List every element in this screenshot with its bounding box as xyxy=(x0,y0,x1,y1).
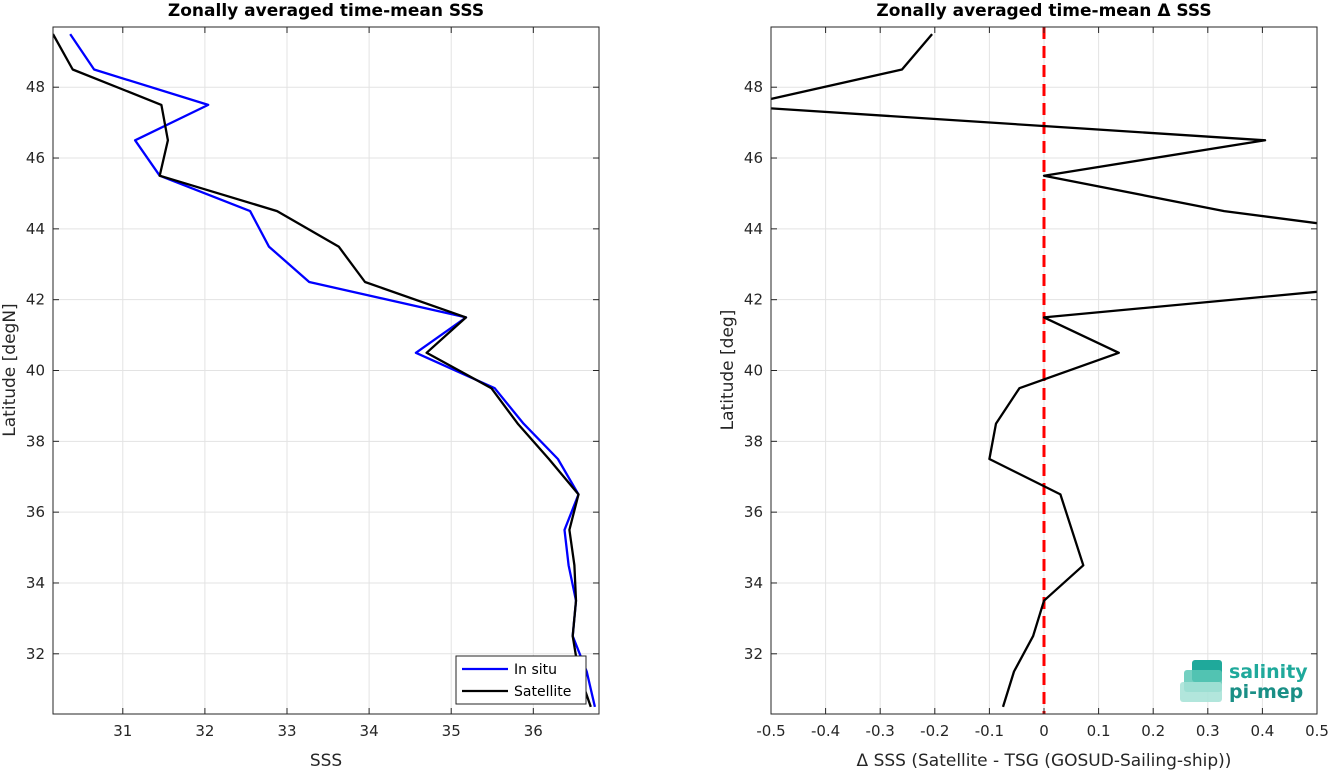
logo-mark-bottom xyxy=(1180,682,1222,702)
p1-x-tick-label: 0.2 xyxy=(1141,722,1165,740)
p1-y-tick-label: 32 xyxy=(744,645,763,663)
p0-x-tick-label: 33 xyxy=(277,722,296,740)
p0-y-tick-label: 42 xyxy=(26,291,45,309)
p0-y-tick-label: 44 xyxy=(26,220,45,238)
legend: In situ Satellite xyxy=(455,655,587,705)
p1-y-tick-label: 40 xyxy=(744,362,763,380)
p1-x-tick-label: 0.3 xyxy=(1196,722,1220,740)
p0-y-tick-label: 36 xyxy=(26,503,45,521)
legend-box xyxy=(455,655,587,705)
p1-y-tick-label: 46 xyxy=(744,149,763,167)
p1-x-tick-label: 0.1 xyxy=(1087,722,1111,740)
p0-x-tick-label: 35 xyxy=(442,722,461,740)
p1-x-tick-label: 0.5 xyxy=(1305,722,1329,740)
right-y-axis-label: Latitude [deg] xyxy=(718,310,738,431)
p1-y-tick-label: 36 xyxy=(744,503,763,521)
p1-x-tick-label: -0.4 xyxy=(811,722,840,740)
p0-y-tick-label: 48 xyxy=(26,78,45,96)
p1-x-tick-label: -0.2 xyxy=(920,722,949,740)
p0-y-tick-label: 40 xyxy=(26,362,45,380)
p0-x-tick-label: 32 xyxy=(195,722,214,740)
p0-y-tick-label: 46 xyxy=(26,149,45,167)
p1-y-tick-label: 34 xyxy=(744,574,763,592)
legend-label-satellite: Satellite xyxy=(514,684,571,700)
left-chart-title: Zonally averaged time-mean SSS xyxy=(168,1,484,21)
p1-y-tick-label: 48 xyxy=(744,78,763,96)
p0-x-tick-label: 34 xyxy=(360,722,379,740)
logo-text-salinity: salinity xyxy=(1229,661,1308,683)
p0-series-line-satellite xyxy=(53,33,592,708)
p0-y-tick-label: 38 xyxy=(26,432,45,450)
salinity-pimep-logo: salinity pi-mep xyxy=(1180,660,1308,703)
left-plot-area: 31 32 33 34 35 36 32 34 36 38 40 42 44 46 48 xyxy=(26,26,600,740)
p1-y-tick-label: 44 xyxy=(744,220,763,238)
p1-x-tick-label: -0.5 xyxy=(756,722,785,740)
p0-x-tick-label: 31 xyxy=(113,722,132,740)
logo-text-pimep: pi-mep xyxy=(1229,681,1303,703)
legend-label-in-situ: In situ xyxy=(514,662,557,678)
p1-x-tick-label: -0.1 xyxy=(975,722,1004,740)
p1-x-tick-label: 0.4 xyxy=(1250,722,1274,740)
p1-y-tick-label: 38 xyxy=(744,432,763,450)
p1-series-line-0 xyxy=(771,33,1317,708)
p0-y-tick-label: 34 xyxy=(26,574,45,592)
left-panel: Zonally averaged time-mean SSS SSS Latit… xyxy=(0,1,600,770)
p1-y-tick-label: 42 xyxy=(744,291,763,309)
left-x-axis-label: SSS xyxy=(310,751,342,770)
right-x-axis-label: Δ SSS (Satellite - TSG (GOSUD-Sailing-sh… xyxy=(857,751,1232,770)
p0-x-tick-label: 36 xyxy=(524,722,543,740)
p0-y-tick-label: 32 xyxy=(26,645,45,663)
right-panel: Zonally averaged time-mean Δ SSS Δ SSS (… xyxy=(718,1,1329,770)
p1-x-tick-label: 0 xyxy=(1039,722,1049,740)
right-plot-area: -0.5 -0.4 -0.3 -0.2 -0.1 0 0.1 0.2 0.3 0.4 0.5 32 34… xyxy=(744,26,1329,740)
right-chart-title: Zonally averaged time-mean Δ SSS xyxy=(876,1,1211,21)
left-y-axis-label: Latitude [degN] xyxy=(0,303,20,436)
p1-x-tick-label: -0.3 xyxy=(866,722,895,740)
